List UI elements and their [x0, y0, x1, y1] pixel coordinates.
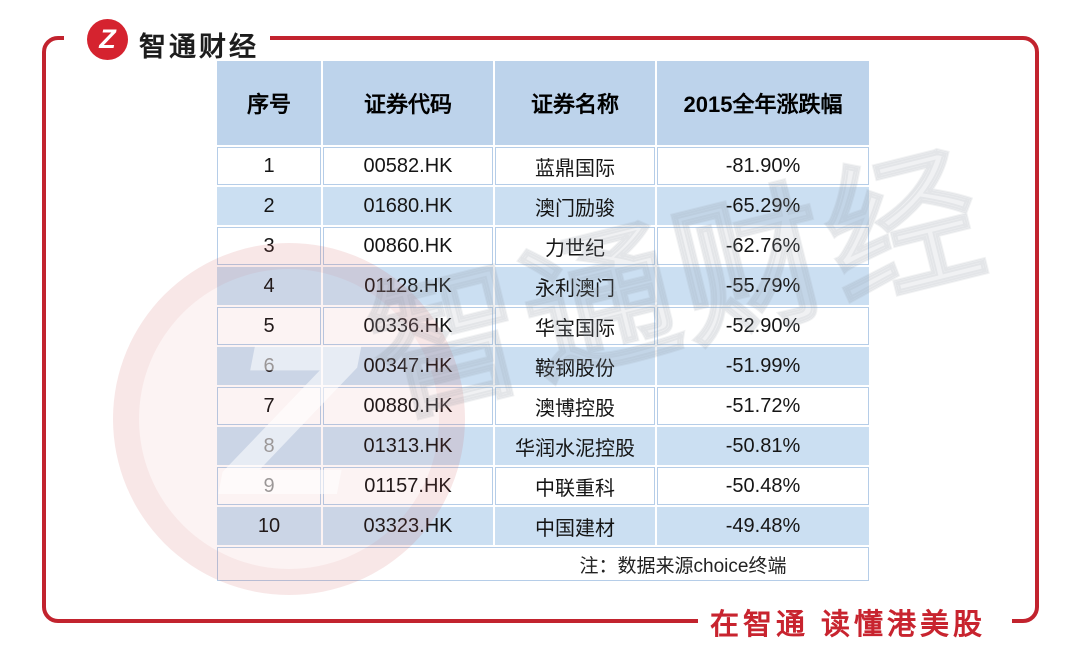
table-row: 1 00582.HK 蓝鼎国际 -81.90%: [215, 145, 871, 187]
brand-name: 智通财经: [139, 32, 259, 62]
cell-index: 2: [215, 185, 323, 227]
cell-change: -49.48%: [655, 505, 871, 547]
zhitong-logo-icon: Z: [87, 19, 128, 60]
column-header-code: 证券代码: [321, 61, 495, 146]
cell-change: -50.81%: [655, 425, 871, 467]
table-row: 5 00336.HK 华宝国际 -52.90%: [215, 305, 871, 347]
cell-index: 10: [215, 505, 323, 547]
cell-change: -52.90%: [655, 305, 871, 347]
cell-name: 澳门励骏: [493, 185, 657, 227]
table-row: 4 01128.HK 永利澳门 -55.79%: [215, 265, 871, 307]
cell-name: 中国建材: [493, 505, 657, 547]
cell-code: 01128.HK: [321, 265, 495, 307]
note-row: 注：数据来源choice终端: [215, 545, 871, 583]
cell-name: 华润水泥控股: [493, 425, 657, 467]
cell-name: 力世纪: [493, 225, 657, 267]
cell-code: 00880.HK: [321, 385, 495, 427]
table-body: 1 00582.HK 蓝鼎国际 -81.90% 2 01680.HK 澳门励骏 -65.29%…: [215, 145, 871, 547]
cell-code: 01680.HK: [321, 185, 495, 227]
cell-code: 00860.HK: [321, 225, 495, 267]
table-row: 2 01680.HK 澳门励骏 -65.29%: [215, 185, 871, 227]
cell-change: -55.79%: [655, 265, 871, 307]
column-header-change: 2015全年涨跌幅: [655, 61, 871, 146]
cell-name: 中联重科: [493, 465, 657, 507]
brand-slogan: 在智通 读懂港美股: [710, 609, 987, 641]
zhitong-logo-glyph: Z: [99, 24, 116, 54]
cell-change: -50.48%: [655, 465, 871, 507]
cell-index: 4: [215, 265, 323, 307]
cell-name: 鞍钢股份: [493, 345, 657, 387]
cell-change: -81.90%: [655, 145, 871, 187]
column-header-index: 序号: [215, 61, 323, 146]
cell-code: 00582.HK: [321, 145, 495, 187]
cell-index: 9: [215, 465, 323, 507]
cell-index: 6: [215, 345, 323, 387]
cell-name: 永利澳门: [493, 265, 657, 307]
table-row: 10 03323.HK 中国建材 -49.48%: [215, 505, 871, 547]
cell-change: -51.99%: [655, 345, 871, 387]
cell-index: 7: [215, 385, 323, 427]
cell-index: 8: [215, 425, 323, 467]
decorative-frame: [42, 36, 1039, 623]
cell-change: -62.76%: [655, 225, 871, 267]
column-header-name: 证券名称: [493, 61, 657, 146]
cell-code: 03323.HK: [321, 505, 495, 547]
cell-name: 澳博控股: [493, 385, 657, 427]
table-row: 9 01157.HK 中联重科 -50.48%: [215, 465, 871, 507]
ranking-table: 序号 证券代码 证券名称 2015全年涨跌幅 1 00582.HK 蓝鼎国际 -81.…: [215, 61, 871, 583]
cell-index: 3: [215, 225, 323, 267]
cell-code: 01313.HK: [321, 425, 495, 467]
cell-index: 5: [215, 305, 323, 347]
cell-change: -51.72%: [655, 385, 871, 427]
cell-name: 蓝鼎国际: [493, 145, 657, 187]
cell-change: -65.29%: [655, 185, 871, 227]
table-row: 8 01313.HK 华润水泥控股 -50.81%: [215, 425, 871, 467]
frame-gap-bottom: [698, 608, 1012, 630]
table-row: 3 00860.HK 力世纪 -62.76%: [215, 225, 871, 267]
table-note: 注：数据来源choice终端: [215, 545, 871, 583]
cell-code: 00347.HK: [321, 345, 495, 387]
cell-index: 1: [215, 145, 323, 187]
header-row: 序号 证券代码 证券名称 2015全年涨跌幅: [215, 61, 871, 146]
cell-code: 01157.HK: [321, 465, 495, 507]
table-row: 7 00880.HK 澳博控股 -51.72%: [215, 385, 871, 427]
cell-name: 华宝国际: [493, 305, 657, 347]
table-row: 6 00347.HK 鞍钢股份 -51.99%: [215, 345, 871, 387]
cell-code: 00336.HK: [321, 305, 495, 347]
